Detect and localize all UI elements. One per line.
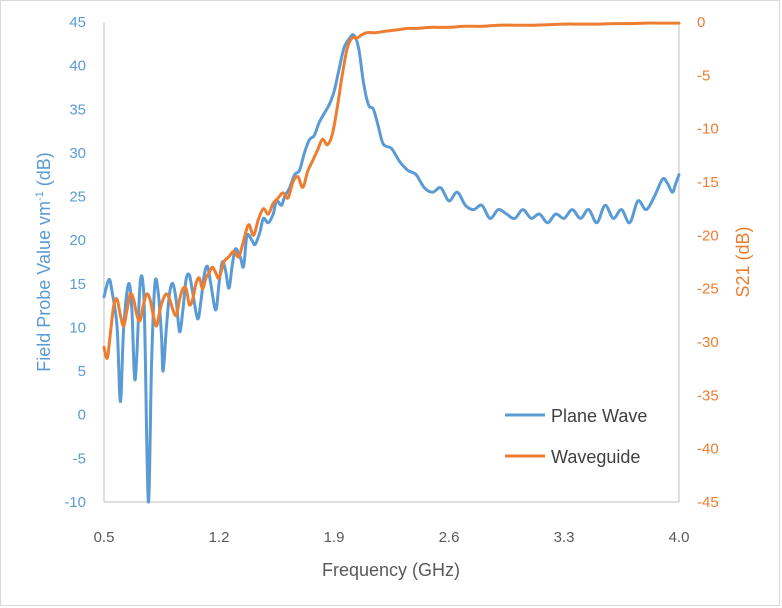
left-tick-label: 45: [69, 14, 86, 31]
x-tick-label: 2.6: [439, 529, 460, 546]
right-tick-label: -20: [697, 227, 719, 244]
x-tick-label: 3.3: [554, 529, 575, 546]
left-tick-label: 35: [69, 101, 86, 118]
right-axis-title: S21 (dB): [733, 226, 753, 297]
left-tick-label: 40: [69, 58, 86, 75]
series-line-plane-wave: [102, 33, 681, 504]
left-tick-label: -5: [73, 450, 86, 467]
left-tick-label: 20: [69, 232, 86, 249]
left-tick-label: 15: [69, 276, 86, 293]
right-tick-label: -35: [697, 387, 719, 404]
right-tick-label: 0: [697, 14, 705, 31]
right-tick-label: -15: [697, 174, 719, 191]
left-axis-ticks: 45 40 35 30 25 20 15 10 5 0 -5 -10: [64, 14, 86, 511]
right-tick-label: -30: [697, 334, 719, 351]
right-tick-label: -25: [697, 281, 719, 298]
x-tick-label: 1.2: [209, 529, 230, 546]
left-tick-label: 25: [69, 189, 86, 206]
left-tick-label: -10: [64, 494, 86, 511]
right-axis-ticks: 0 -5 -10 -15 -20 -25 -30 -35 -40 -45: [697, 14, 719, 511]
x-axis-title: Frequency (GHz): [322, 560, 460, 580]
right-tick-label: -45: [697, 494, 719, 511]
x-axis-ticks: 0.5 1.2 1.9 2.6 3.3 4.0: [94, 529, 690, 546]
left-tick-label: 30: [69, 145, 86, 162]
legend-plane-wave-label: Plane Wave: [551, 406, 647, 426]
x-tick-label: 4.0: [669, 529, 690, 546]
plot-area: [104, 22, 679, 502]
series-line-waveguide: [102, 21, 681, 360]
legend: Plane Wave Waveguide: [505, 406, 647, 467]
x-tick-label: 0.5: [94, 529, 115, 546]
right-tick-label: -5: [697, 67, 710, 84]
right-tick-label: -40: [697, 441, 719, 458]
series-group: [102, 21, 681, 504]
x-tick-label: 1.9: [324, 529, 345, 546]
left-tick-label: 10: [69, 319, 86, 336]
left-axis-title: Field Probe Value vm-1 (dB): [34, 152, 54, 372]
right-tick-label: -10: [697, 121, 719, 138]
legend-waveguide-label: Waveguide: [551, 447, 640, 467]
left-tick-label: 0: [78, 407, 86, 424]
left-tick-label: 5: [78, 363, 86, 380]
